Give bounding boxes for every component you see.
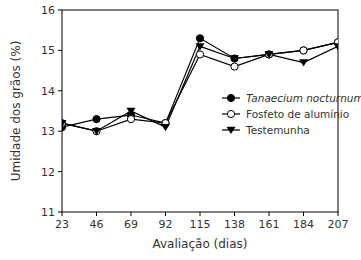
legend-label: Testemunha xyxy=(245,124,310,136)
y-tick xyxy=(58,90,62,91)
x-tick-label: 92 xyxy=(159,218,173,231)
x-tick-label: 161 xyxy=(259,218,280,231)
legend-marker xyxy=(227,127,236,134)
point xyxy=(62,120,66,127)
point xyxy=(127,108,136,115)
x-tick xyxy=(131,212,132,216)
x-tick-label: 115 xyxy=(190,218,211,231)
point xyxy=(231,55,238,62)
point xyxy=(92,128,101,135)
x-tick xyxy=(62,212,63,216)
y-tick xyxy=(58,10,62,11)
x-tick-label: 23 xyxy=(55,218,69,231)
y-tick-label: 13 xyxy=(41,125,55,138)
x-tick-label: 207 xyxy=(328,218,349,231)
x-tick xyxy=(338,212,339,216)
point xyxy=(196,43,205,50)
point xyxy=(300,47,307,54)
point xyxy=(196,51,203,58)
legend-label: Tanaecium nocturnum xyxy=(246,92,361,104)
x-axis-label: Avaliação (dias) xyxy=(152,237,247,251)
y-tick-label: 11 xyxy=(41,206,55,219)
x-tick-label: 138 xyxy=(224,218,245,231)
x-tick xyxy=(234,212,235,216)
x-tick xyxy=(200,212,201,216)
x-tick-label: 184 xyxy=(293,218,314,231)
x-tick xyxy=(165,212,166,216)
legend-label: Fosfeto de alumínio xyxy=(246,108,349,120)
legend: Tanaecium nocturnum Fosfeto de alumínio Te… xyxy=(222,92,361,136)
marks xyxy=(62,35,338,136)
point xyxy=(334,43,339,50)
y-tick-label: 12 xyxy=(41,166,55,179)
y-axis-label: Umidade dos grãos (%) xyxy=(9,41,23,182)
y-tick-label: 15 xyxy=(41,44,55,57)
point xyxy=(161,124,170,131)
y-tick-label: 16 xyxy=(41,4,55,17)
y-tick xyxy=(58,212,62,213)
chart: 11 12 13 14 15 16 23 46 69 92 115 138 161 184 207 Avali… xyxy=(0,0,361,260)
point xyxy=(265,51,272,58)
point xyxy=(230,55,239,62)
x-tick xyxy=(96,212,97,216)
point xyxy=(93,128,100,135)
x-tick-label: 69 xyxy=(124,218,138,231)
point xyxy=(93,115,100,122)
point xyxy=(62,120,67,127)
point xyxy=(300,47,307,54)
y-tick-label: 14 xyxy=(41,85,55,98)
point xyxy=(265,51,272,58)
y-tick xyxy=(58,131,62,132)
y-tick xyxy=(58,171,62,172)
x-tick xyxy=(269,212,270,216)
x-tick xyxy=(303,212,304,216)
y-tick xyxy=(58,50,62,51)
legend-marker xyxy=(227,110,234,117)
point xyxy=(231,63,238,70)
point xyxy=(196,35,203,42)
point xyxy=(299,59,308,66)
x-tick-label: 46 xyxy=(90,218,104,231)
point xyxy=(127,115,134,122)
legend-marker xyxy=(227,94,234,101)
point xyxy=(265,51,274,58)
